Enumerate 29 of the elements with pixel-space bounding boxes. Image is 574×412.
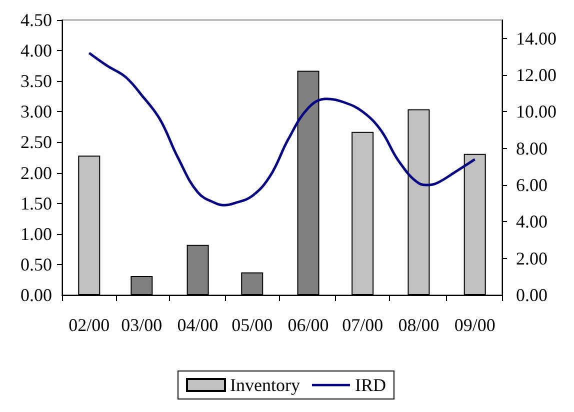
y-tick-label: 2.50	[20, 132, 52, 152]
y-tick-label: 1.00	[20, 224, 52, 244]
y-tick-label: 1.50	[20, 193, 52, 214]
x-tick-label: 08/00	[398, 315, 440, 335]
x-tick-label: 06/00	[288, 315, 329, 335]
y2-tick-label: 2.00	[516, 248, 548, 268]
x-tick-label: 04/00	[177, 315, 218, 335]
y2-tick-label: 8.00	[516, 138, 548, 158]
x-tick-label: 03/00	[121, 315, 162, 335]
y-tick-label: 0.50	[20, 254, 52, 274]
y-tick-label: 0.00	[20, 285, 52, 305]
y2-tick-label: 0.00	[516, 285, 548, 305]
legend-label: IRD	[354, 375, 386, 395]
x-tick-label: 02/00	[68, 315, 110, 335]
y2-tick-label: 12.00	[516, 65, 556, 85]
x-tick-label: 07/00	[342, 315, 384, 335]
y2-tick-label: 6.00	[516, 175, 548, 195]
y2-tick-label: 4.00	[516, 212, 548, 232]
y-tick-label: 3.00	[20, 102, 52, 122]
x-tick-label: 05/00	[232, 315, 273, 335]
y2-tick-label: 14.00	[516, 28, 556, 48]
legend-label: Inventory	[230, 375, 300, 395]
y-tick-label: 4.00	[20, 40, 52, 61]
line-series	[88, 52, 476, 206]
y-tick-label: 4.50	[20, 10, 52, 30]
x-tick-label: 09/00	[454, 315, 496, 335]
y-tick-label: 3.50	[20, 71, 52, 92]
y-tick-label: 2.00	[20, 162, 52, 183]
y2-tick-label: 10.00	[516, 102, 556, 122]
